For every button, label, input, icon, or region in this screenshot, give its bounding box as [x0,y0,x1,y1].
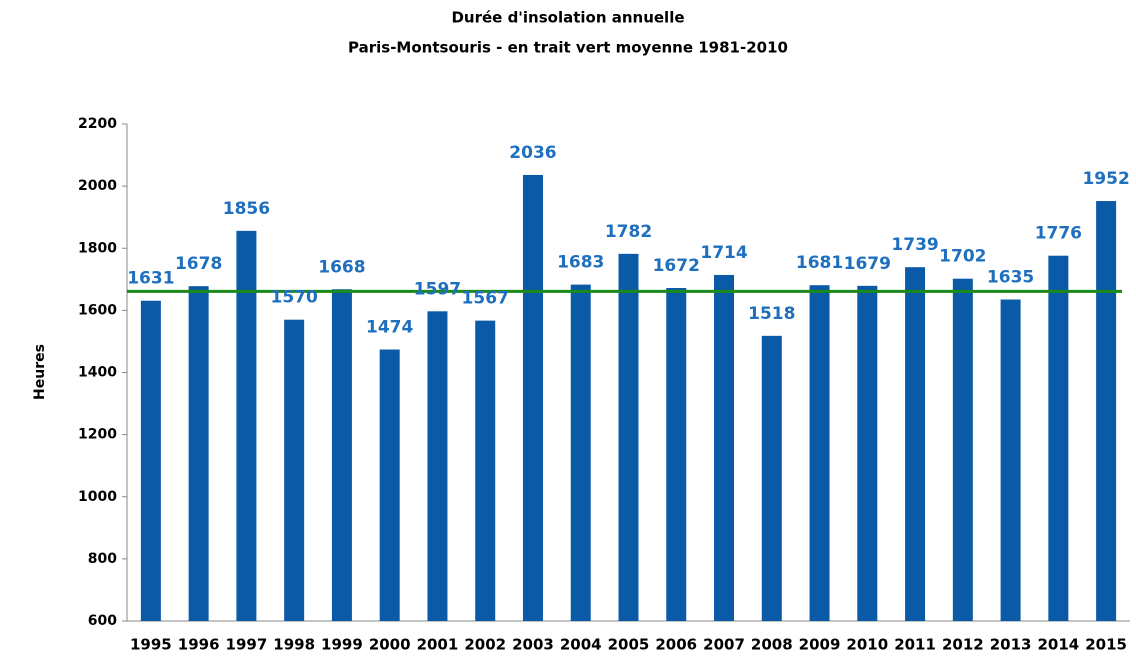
data-label: 1518 [748,304,795,324]
y-tick-label: 800 [88,551,117,567]
data-label: 1474 [366,318,413,338]
x-tick-label: 2013 [990,636,1032,654]
bar [1048,255,1069,621]
data-label: 2036 [509,143,556,163]
data-label: 1952 [1082,169,1129,189]
x-tick-label: 2011 [894,636,936,654]
x-tick-label: 2006 [655,636,697,654]
bar [666,288,687,621]
y-tick-label: 2000 [78,178,117,194]
bar [905,267,926,621]
data-label: 1597 [414,279,461,299]
data-label: 1631 [127,269,174,289]
bar [427,311,448,621]
data-label: 1635 [987,268,1034,288]
data-label: 1702 [939,247,986,267]
data-label: 1739 [891,235,938,255]
chart-subtitle: Paris-Montsouris - en trait vert moyenne… [348,39,788,57]
bar [522,174,543,621]
y-tick-label: 1600 [78,302,117,318]
y-tick-label: 1400 [78,365,117,381]
data-label: 1672 [653,256,700,276]
bar [236,230,257,622]
data-label: 1856 [223,199,270,219]
x-tick-label: 2003 [512,636,554,654]
data-label: 1678 [175,254,222,274]
x-tick-label: 1997 [226,636,268,654]
bar [857,285,878,621]
bar [1000,299,1021,621]
bar [761,335,782,621]
y-tick-label: 1000 [78,489,117,505]
chart-title: Durée d'insolation annuelle [451,9,684,27]
bar [570,284,591,621]
x-tick-label: 2005 [608,636,650,654]
data-label: 1679 [844,254,891,274]
data-label: 1681 [796,253,843,273]
x-tick-label: 2014 [1037,636,1079,654]
data-label: 1714 [700,243,747,263]
x-tick-label: 2002 [464,636,506,654]
data-label: 1782 [605,222,652,242]
bar [379,349,400,621]
bar [475,320,496,621]
y-tick-label: 600 [88,613,117,629]
x-tick-label: 2015 [1085,636,1127,654]
bar [140,300,161,621]
x-tick-label: 1996 [178,636,220,654]
x-tick-label: 2007 [703,636,745,654]
data-label: 1668 [318,257,365,277]
x-tick-label: 2010 [846,636,888,654]
x-tick-label: 1995 [130,636,172,654]
y-tick-label: 1200 [78,427,117,443]
x-tick-label: 2001 [417,636,459,654]
x-tick-label: 1999 [321,636,363,654]
data-label: 1776 [1035,224,1082,244]
y-tick-label: 2200 [78,116,117,132]
bar [284,319,305,621]
y-axis-label: Heures [32,344,48,400]
bar [331,289,352,621]
data-label: 1683 [557,253,604,273]
bar [952,278,973,621]
x-tick-label: 2009 [799,636,841,654]
bar [188,286,209,621]
y-tick-label: 1800 [78,240,117,256]
x-tick-label: 2004 [560,636,602,654]
data-label: 1570 [271,288,318,308]
x-tick-label: 1998 [273,636,315,654]
bar [809,285,830,621]
bar [1096,201,1117,621]
data-label: 1567 [462,289,509,309]
bar [714,274,735,621]
x-tick-label: 2008 [751,636,793,654]
x-tick-label: 2012 [942,636,984,654]
x-tick-label: 2000 [369,636,411,654]
bar [618,253,639,621]
